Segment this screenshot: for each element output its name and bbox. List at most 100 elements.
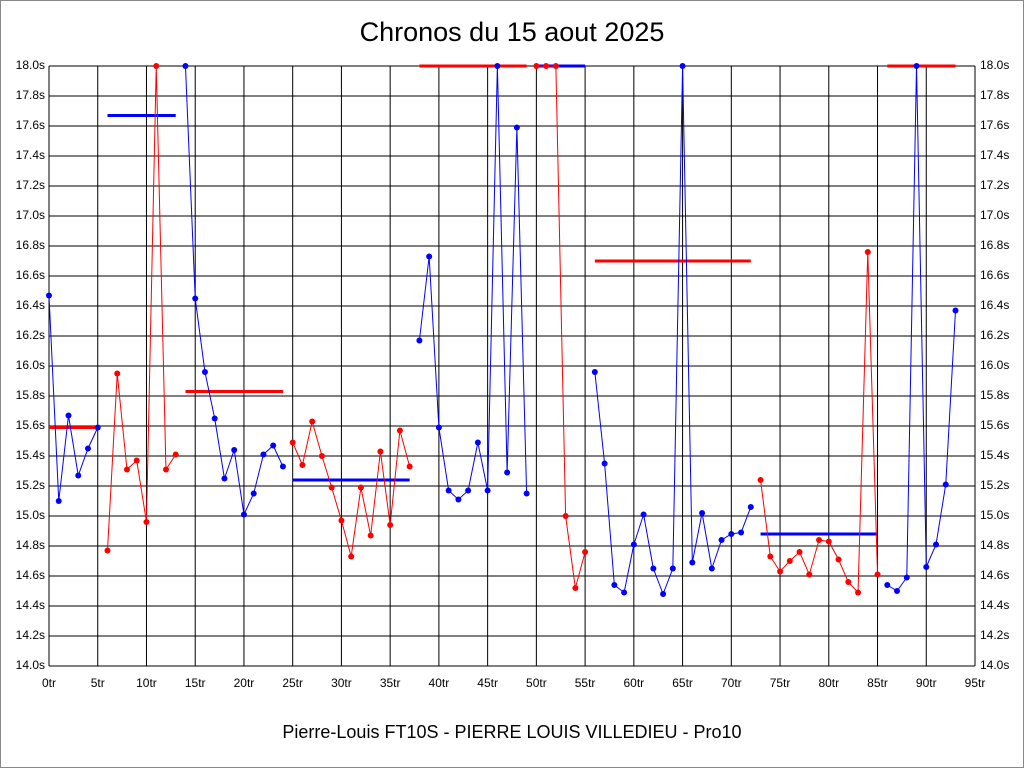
x-tick-label: 95tr xyxy=(965,676,986,690)
x-tick-label: 70tr xyxy=(721,676,742,690)
y2-tick-label: 16.4s xyxy=(980,298,1009,312)
data-point xyxy=(435,424,442,431)
series-line xyxy=(48,295,99,502)
y-tick-label: 17.4s xyxy=(16,148,45,162)
y2-tick-label: 16.8s xyxy=(980,238,1009,252)
data-point xyxy=(582,549,589,555)
data-point xyxy=(338,517,345,524)
data-point xyxy=(279,463,286,470)
data-point xyxy=(84,445,91,452)
y2-tick-label: 14.0s xyxy=(980,658,1009,672)
data-point xyxy=(874,571,881,578)
y2-tick-label: 18.0s xyxy=(980,58,1009,72)
data-point xyxy=(123,466,130,473)
x-tick-label: 75tr xyxy=(770,676,791,690)
y2-tick-label: 14.6s xyxy=(980,568,1009,582)
data-point xyxy=(192,295,199,302)
data-point xyxy=(94,424,101,431)
y-tick-label: 16.4s xyxy=(16,298,45,312)
data-point xyxy=(182,63,189,69)
data-point xyxy=(845,579,852,585)
x-tick-label: 10tr xyxy=(136,676,157,690)
data-point xyxy=(572,585,579,591)
y2-tick-label: 16.6s xyxy=(980,268,1009,282)
data-point xyxy=(465,487,472,494)
footer: Pierre-Louis FT10S - PIERRE LOUIS VILLED… xyxy=(282,722,741,742)
data-point xyxy=(699,510,706,516)
data-point xyxy=(884,582,891,588)
data-point xyxy=(777,568,784,575)
y2-tick-label: 17.8s xyxy=(980,88,1009,102)
y-tick-label: 17.0s xyxy=(16,208,45,222)
y2-tick-label: 14.8s xyxy=(980,538,1009,552)
x-tick-label: 65tr xyxy=(672,676,693,690)
series-line xyxy=(106,65,177,551)
data-point xyxy=(162,466,169,473)
data-point xyxy=(660,591,667,597)
data-point xyxy=(718,537,725,543)
y-tick-label: 16.8s xyxy=(16,238,45,252)
data-point xyxy=(640,511,647,518)
x-tick-label: 20tr xyxy=(234,676,255,690)
data-point xyxy=(630,541,637,548)
data-point xyxy=(114,370,121,377)
data-point xyxy=(299,462,306,468)
x-tick-label: 85tr xyxy=(867,676,888,690)
data-point xyxy=(211,415,218,422)
data-point xyxy=(650,565,657,572)
data-point xyxy=(309,418,316,425)
data-point xyxy=(455,496,462,503)
data-point xyxy=(46,292,52,299)
y-tick-label: 17.2s xyxy=(16,178,45,192)
data-point xyxy=(562,513,569,519)
data-point xyxy=(952,307,959,314)
data-point xyxy=(923,564,930,570)
y-tick-label: 15.0s xyxy=(16,508,45,522)
data-point xyxy=(894,588,901,594)
data-point xyxy=(172,451,179,458)
chart-title: Chronos du 15 aout 2025 xyxy=(360,17,665,47)
data-point xyxy=(601,460,608,467)
data-point xyxy=(328,484,335,491)
data-point xyxy=(348,553,355,560)
x-tick-label: 60tr xyxy=(623,676,644,690)
data-point xyxy=(679,63,686,69)
data-point xyxy=(543,63,550,69)
y2-tick-label: 15.8s xyxy=(980,388,1009,402)
data-point xyxy=(796,549,803,555)
data-point xyxy=(153,63,160,69)
data-point xyxy=(377,448,384,455)
data-point xyxy=(318,453,325,459)
data-point xyxy=(611,582,618,588)
data-point xyxy=(825,538,832,545)
y-tick-label: 15.2s xyxy=(16,478,45,492)
x-tick-label: 40tr xyxy=(429,676,450,690)
data-point xyxy=(201,369,208,375)
y-tick-label: 15.8s xyxy=(16,388,45,402)
data-point xyxy=(426,253,433,260)
data-point xyxy=(240,511,247,518)
y-tick-label: 15.4s xyxy=(16,448,45,462)
data-point xyxy=(933,541,940,548)
data-point xyxy=(816,537,823,543)
y2-tick-label: 15.2s xyxy=(980,478,1009,492)
data-point xyxy=(445,487,452,494)
data-point xyxy=(484,487,491,494)
data-point xyxy=(260,451,267,458)
data-point xyxy=(104,547,111,554)
x-tick-label: 45tr xyxy=(477,676,498,690)
data-point xyxy=(786,558,793,564)
data-point xyxy=(357,484,364,491)
y2-tick-label: 15.4s xyxy=(980,448,1009,462)
data-point xyxy=(523,490,530,497)
data-point xyxy=(387,522,394,528)
y-tick-label: 17.6s xyxy=(16,118,45,132)
data-point xyxy=(143,519,150,525)
data-point xyxy=(747,504,754,510)
data-point xyxy=(270,442,277,449)
data-point xyxy=(75,472,82,479)
data-point xyxy=(396,427,403,434)
data-point xyxy=(903,574,910,581)
y-tick-label: 14.2s xyxy=(16,628,45,642)
data-point xyxy=(942,481,949,488)
